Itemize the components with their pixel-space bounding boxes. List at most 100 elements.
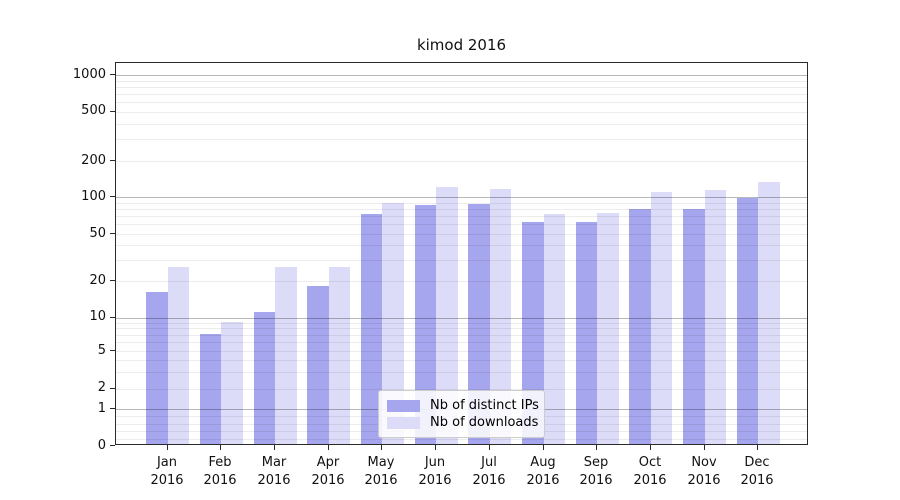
bar-ips-mar xyxy=(253,311,276,444)
bar-ips-dec xyxy=(736,198,759,444)
y-tick-label: 2 xyxy=(97,380,106,395)
x-tick-mark xyxy=(543,445,544,450)
gridline-minor xyxy=(116,87,807,88)
gridline-major xyxy=(116,197,807,198)
gridline-minor xyxy=(116,203,807,204)
gridline-minor xyxy=(116,372,807,373)
chart-title: kimod 2016 xyxy=(416,36,507,54)
y-tick-label: 1000 xyxy=(72,67,106,82)
y-tick-mark xyxy=(110,408,115,409)
x-tick-label-jun: Jun 2016 xyxy=(418,455,452,488)
y-tick-mark xyxy=(110,111,115,112)
x-tick-mark xyxy=(596,445,597,450)
bar-downloads-dec xyxy=(758,182,780,444)
x-tick-label-may: May 2016 xyxy=(364,455,398,488)
gridline-minor xyxy=(116,389,807,390)
bar-downloads-aug xyxy=(543,214,566,444)
bar-ips-may xyxy=(360,214,383,444)
x-tick-label-sep: Sep 2016 xyxy=(579,455,613,488)
bar-downloads-apr xyxy=(328,266,351,444)
x-tick-label-mar: Mar 2016 xyxy=(257,455,291,488)
x-tick-label-dec: Dec 2016 xyxy=(740,455,774,488)
bar-downloads-may xyxy=(382,203,404,444)
gridline-minor xyxy=(116,335,807,336)
x-tick-mark xyxy=(167,445,168,450)
bar-downloads-feb xyxy=(221,321,243,444)
legend-row: Nb of downloads xyxy=(387,414,538,431)
y-tick-mark xyxy=(110,196,115,197)
bar-ips-oct xyxy=(629,209,651,444)
gridline-minor xyxy=(116,360,807,361)
bar-downloads-jun xyxy=(436,186,458,444)
bar-ips-sep xyxy=(575,222,598,444)
legend-row: Nb of distinct IPs xyxy=(387,397,539,414)
x-tick-label-jul: Jul 2016 xyxy=(472,455,506,488)
gridline-minor xyxy=(116,124,807,125)
gridline-minor xyxy=(116,81,807,82)
gridline-minor xyxy=(116,351,807,352)
x-tick-mark xyxy=(704,445,705,450)
gridline-major xyxy=(116,75,807,76)
x-tick-label-aug: Aug 2016 xyxy=(526,455,560,488)
bar-downloads-mar xyxy=(275,266,297,444)
gridline-minor xyxy=(116,216,807,217)
gridline-minor xyxy=(116,439,807,440)
gridline-minor xyxy=(116,161,807,162)
y-tick-label: 500 xyxy=(81,103,106,118)
y-tick-mark xyxy=(110,233,115,234)
bar-downloads-sep xyxy=(597,212,619,444)
gridline-minor xyxy=(116,323,807,324)
gridline-minor xyxy=(116,112,807,113)
gridline-minor xyxy=(116,328,807,329)
gridline-minor xyxy=(116,224,807,225)
x-tick-mark xyxy=(220,445,221,450)
bar-ips-nov xyxy=(683,209,705,444)
gridline-minor xyxy=(116,342,807,343)
bar-downloads-jul xyxy=(489,188,512,444)
y-tick-label: 100 xyxy=(81,189,106,204)
gridline-minor xyxy=(116,94,807,95)
y-tick-mark xyxy=(110,388,115,389)
x-tick-label-feb: Feb 2016 xyxy=(203,455,237,488)
y-tick-mark xyxy=(110,350,115,351)
bar-ips-apr xyxy=(307,285,329,444)
y-tick-mark xyxy=(110,317,115,318)
y-tick-label: 20 xyxy=(89,273,106,288)
bar-downloads-nov xyxy=(704,190,727,444)
gridline-minor xyxy=(116,209,807,210)
gridline-minor xyxy=(116,281,807,282)
gridline-major xyxy=(116,318,807,319)
legend-label: Nb of distinct IPs xyxy=(430,398,539,413)
x-tick-mark xyxy=(650,445,651,450)
x-tick-mark xyxy=(328,445,329,450)
bar-ips-jul xyxy=(468,204,490,444)
y-tick-label: 200 xyxy=(81,153,106,168)
x-tick-mark xyxy=(274,445,275,450)
x-tick-mark xyxy=(435,445,436,450)
y-tick-mark xyxy=(110,160,115,161)
bar-ips-jun xyxy=(414,205,437,444)
x-tick-mark xyxy=(489,445,490,450)
y-tick-label: 10 xyxy=(89,309,106,324)
legend-swatch-distinct-ips xyxy=(387,399,420,412)
y-tick-label: 5 xyxy=(97,343,106,358)
x-tick-mark xyxy=(757,445,758,450)
gridline-minor xyxy=(116,234,807,235)
gridline-minor xyxy=(116,139,807,140)
legend-label: Nb of downloads xyxy=(430,415,539,430)
y-tick-mark xyxy=(110,280,115,281)
legend-swatch-downloads xyxy=(387,416,420,429)
bar-ips-feb xyxy=(199,333,222,444)
y-tick-mark xyxy=(110,74,115,75)
y-tick-label: 1 xyxy=(97,401,106,416)
x-tick-label-oct: Oct 2016 xyxy=(633,455,667,488)
x-tick-label-apr: Apr 2016 xyxy=(311,455,345,488)
gridline-minor xyxy=(116,102,807,103)
plot-area xyxy=(115,62,808,445)
bar-downloads-jan xyxy=(167,266,190,444)
x-tick-mark xyxy=(381,445,382,450)
bar-downloads-oct xyxy=(650,191,673,444)
y-tick-label: 50 xyxy=(89,226,106,241)
x-tick-label-jan: Jan 2016 xyxy=(150,455,184,488)
